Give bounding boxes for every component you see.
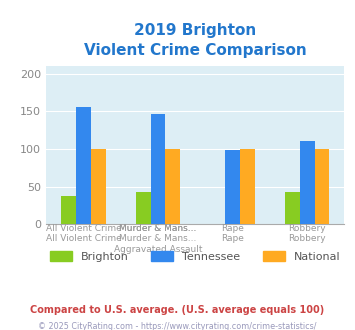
Bar — [165, 149, 180, 224]
Bar — [225, 150, 240, 224]
Text: All Violent Crime: All Violent Crime — [45, 224, 121, 233]
Bar — [300, 142, 315, 224]
Bar — [61, 196, 76, 224]
Bar — [136, 192, 151, 224]
Bar — [285, 192, 300, 224]
Legend: Brighton, Tennessee, National: Brighton, Tennessee, National — [45, 247, 345, 266]
Text: Robbery: Robbery — [288, 234, 326, 243]
Bar — [240, 149, 255, 224]
Text: Compared to U.S. average. (U.S. average equals 100): Compared to U.S. average. (U.S. average … — [31, 305, 324, 315]
Text: Murder & Mans...: Murder & Mans... — [119, 224, 197, 233]
Title: 2019 Brighton
Violent Crime Comparison: 2019 Brighton Violent Crime Comparison — [84, 23, 307, 58]
Text: Robbery: Robbery — [288, 224, 326, 233]
Text: © 2025 CityRating.com - https://www.cityrating.com/crime-statistics/: © 2025 CityRating.com - https://www.city… — [38, 322, 317, 330]
Text: Aggravated Assault: Aggravated Assault — [114, 245, 202, 254]
Text: Murder & Mans...: Murder & Mans... — [119, 234, 197, 243]
Text: Rape: Rape — [221, 224, 244, 233]
Bar — [315, 149, 329, 224]
Bar — [91, 149, 106, 224]
Bar — [151, 114, 165, 224]
Bar — [76, 107, 91, 224]
Text: All Violent Crime: All Violent Crime — [45, 234, 121, 243]
Text: Murder & Mans...: Murder & Mans... — [119, 224, 197, 233]
Text: Rape: Rape — [221, 234, 244, 243]
